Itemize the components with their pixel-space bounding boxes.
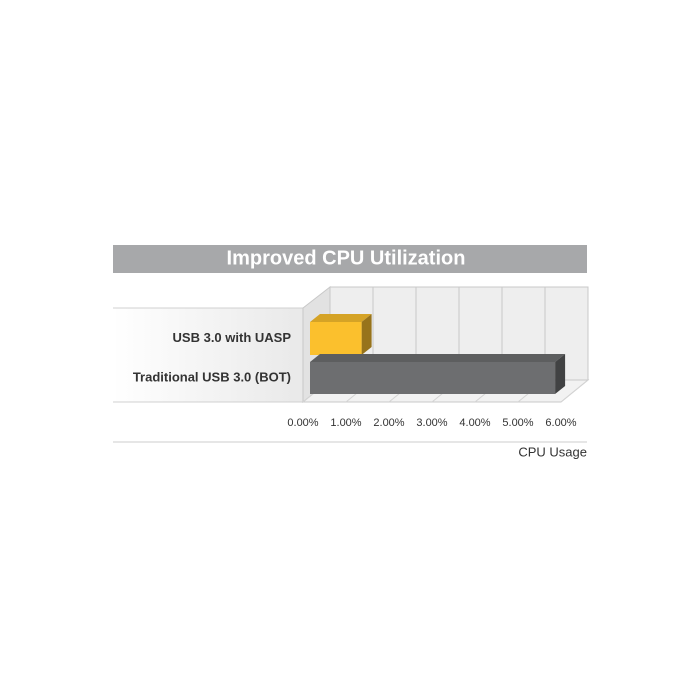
x-tick-label: 0.00% (287, 417, 318, 429)
bar-side (555, 354, 566, 394)
x-tick-label: 1.00% (330, 417, 361, 429)
bar (310, 322, 362, 355)
label-panel (113, 308, 303, 402)
x-tick-label: 4.00% (459, 417, 490, 429)
floor-line (560, 379, 589, 403)
x-tick-label: 2.00% (373, 417, 404, 429)
bar-side (361, 314, 372, 355)
x-tick-label: 3.00% (416, 417, 447, 429)
y-tick-label: Traditional USB 3.0 (BOT) (133, 369, 291, 384)
bar (310, 362, 556, 394)
x-axis-label: CPU Usage (518, 444, 587, 459)
y-tick-label: USB 3.0 with UASP (173, 330, 292, 345)
x-tick-label: 6.00% (545, 417, 576, 429)
title-bar (113, 245, 587, 273)
chart-title: Improved CPU Utilization (227, 247, 466, 269)
bar-top (310, 354, 566, 362)
bar-top (310, 314, 372, 322)
x-tick-label: 5.00% (502, 417, 533, 429)
